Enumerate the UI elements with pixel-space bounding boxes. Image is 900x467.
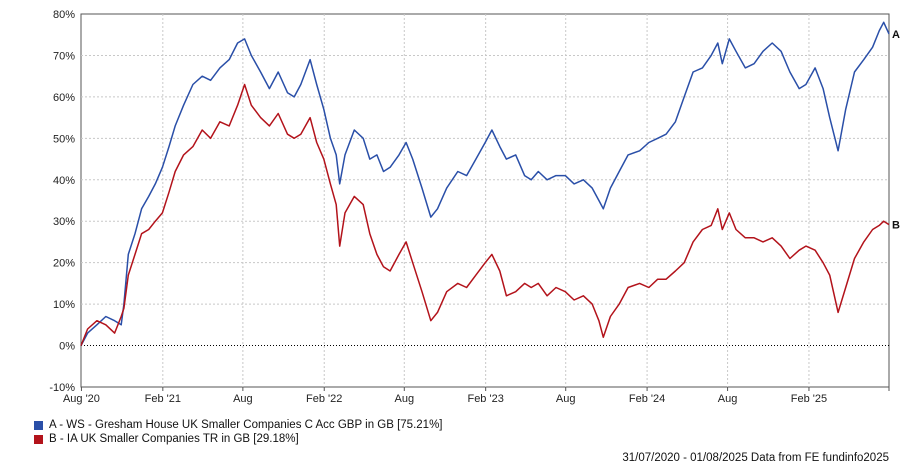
- legend-item-b[interactable]: B - IA UK Smaller Companies TR in GB [29…: [34, 432, 443, 446]
- series-line-b: [80, 83, 890, 346]
- x-tick-label: Aug: [718, 393, 738, 405]
- legend-label-b: B - IA UK Smaller Companies TR in GB [29…: [49, 433, 299, 445]
- series-end-label-a: A: [892, 29, 900, 41]
- x-tick-label: Feb '25: [791, 393, 827, 405]
- x-tick-label: Aug: [394, 393, 414, 405]
- y-tick-label: 20%: [53, 258, 75, 270]
- series-line-a: [80, 21, 890, 346]
- y-tick-label: 60%: [53, 92, 75, 104]
- series-end-label-b: B: [892, 220, 900, 232]
- y-tick-label: 0%: [59, 341, 75, 353]
- y-tick-label: 70%: [53, 50, 75, 62]
- legend: A - WS - Gresham House UK Smaller Compan…: [34, 418, 443, 446]
- x-tick-label: Feb '22: [306, 393, 342, 405]
- y-tick-label: 10%: [53, 299, 75, 311]
- y-tick-label: 80%: [53, 9, 75, 21]
- x-tick-label: Feb '24: [629, 393, 665, 405]
- series-lines: AB: [80, 21, 900, 346]
- x-tick-label: Feb '23: [467, 393, 503, 405]
- legend-item-a[interactable]: A - WS - Gresham House UK Smaller Compan…: [34, 418, 443, 432]
- legend-swatch-b: [34, 434, 43, 444]
- plot-area: [80, 13, 890, 388]
- y-tick-label: -10%: [49, 382, 75, 394]
- y-tick-label: 40%: [53, 175, 75, 187]
- data-source-footer: 31/07/2020 - 01/08/2025 Data from FE fun…: [622, 452, 889, 464]
- axis-labels: -10% 0% 10% 20% 30% 40% 50% 60% 70% 80% Aug '20 Feb…: [49, 9, 890, 405]
- legend-label-a: A - WS - Gresham House UK Smaller Compan…: [49, 419, 443, 431]
- x-tick-label: Aug: [233, 393, 253, 405]
- x-tick-label: Feb '21: [145, 393, 181, 405]
- legend-swatch-a: [34, 420, 43, 430]
- x-tick-label: Aug: [556, 393, 576, 405]
- line-chart: -10% 0% 10% 20% 30% 40% 50% 60% 70% 80% Aug '20 Feb…: [49, 9, 900, 405]
- y-tick-label: 30%: [53, 216, 75, 228]
- y-tick-label: 50%: [53, 133, 75, 145]
- x-tick-label: Aug '20: [63, 393, 100, 405]
